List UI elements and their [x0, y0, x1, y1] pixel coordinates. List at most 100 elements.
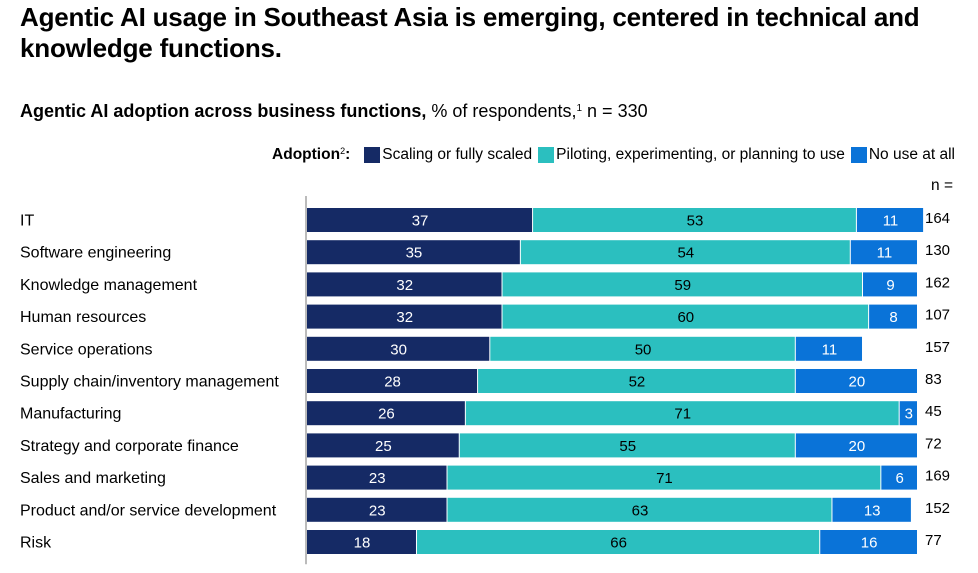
category-label: Manufacturing — [20, 406, 121, 423]
legend-item-piloting: Piloting, experimenting, or planning to … — [538, 146, 845, 164]
bar-row: Software engineering 35 54 11 130 — [20, 240, 950, 265]
legend: Adoption2: Scaling or fully scaled Pilot… — [272, 146, 955, 164]
bar-segment — [795, 336, 863, 361]
n-column-header: n = — [931, 177, 953, 194]
bar-row: Supply chain/inventory management 28 52 20 8… — [20, 369, 942, 393]
subtitle-sample-size: n = 330 — [582, 101, 648, 121]
bar-segment — [307, 369, 478, 393]
n-value-label: 107 — [925, 307, 950, 324]
n-value-label: 45 — [925, 403, 942, 420]
data-label: 13 — [864, 502, 881, 519]
bar-row: Strategy and corporate finance 25 55 20 72 — [20, 433, 942, 458]
subtitle-footnote: 1 — [576, 103, 583, 114]
data-label: 66 — [610, 535, 627, 552]
data-label: 25 — [375, 438, 392, 455]
bar-segment — [881, 465, 917, 490]
bar-row: Knowledge management 32 59 9 162 — [20, 272, 950, 297]
subtitle-unit: % of respondents, — [426, 101, 577, 121]
bar-row: Risk 18 66 16 77 — [20, 530, 942, 554]
legend-colon: : — [345, 146, 351, 163]
data-label: 71 — [656, 470, 673, 487]
n-value-label: 77 — [925, 532, 942, 549]
legend-footnote: 2 — [340, 146, 346, 156]
bar-segment — [307, 401, 465, 426]
bar-segment — [820, 530, 917, 554]
n-value-label: 162 — [925, 274, 950, 291]
bar-segment — [307, 530, 416, 554]
data-label: 37 — [412, 213, 429, 230]
bar-segment — [307, 272, 502, 297]
bar-segment — [307, 465, 447, 490]
data-label: 23 — [369, 470, 386, 487]
data-label: 8 — [889, 309, 897, 326]
data-label: 54 — [677, 245, 694, 262]
bar-segment — [307, 336, 490, 361]
bar-segment — [459, 433, 795, 458]
legend-text-no-use: No use at all — [868, 146, 955, 163]
data-label: 63 — [632, 502, 649, 519]
n-value-label: 152 — [925, 500, 950, 517]
bar-segment — [832, 497, 911, 522]
bar-row: IT 37 53 11 164 — [20, 208, 950, 232]
legend-item-no-use: No use at all — [850, 146, 955, 164]
category-label: Human resources — [20, 309, 146, 326]
legend-item-scaling: Scaling or fully scaled — [364, 146, 532, 164]
bar-segment — [478, 369, 795, 393]
category-label: Service operations — [20, 341, 153, 358]
data-label: 50 — [635, 341, 652, 358]
category-label: Supply chain/inventory management — [20, 374, 279, 391]
bar-segment — [490, 336, 795, 361]
data-label: 16 — [861, 535, 878, 552]
data-label: 59 — [674, 277, 691, 294]
bar-segment — [307, 240, 520, 265]
category-label: Risk — [20, 535, 52, 552]
legend-text-piloting: Piloting, experimenting, or planning to … — [556, 146, 845, 163]
bar-row: Human resources 32 60 8 107 — [20, 304, 950, 329]
bar-segment — [856, 208, 924, 232]
data-label: 30 — [390, 341, 407, 358]
bar-segment — [307, 208, 533, 232]
data-label: 26 — [378, 406, 395, 423]
bar-segment — [533, 208, 856, 232]
n-value-label: 83 — [925, 371, 942, 388]
legend-title-text: Adoption — [272, 146, 341, 163]
bar-row: Manufacturing 26 71 3 45 — [20, 401, 942, 426]
data-label: 3 — [905, 406, 913, 423]
data-label: 11 — [883, 213, 899, 230]
bar-segment — [416, 530, 820, 554]
bar-segment — [465, 401, 899, 426]
data-label: 18 — [354, 535, 371, 552]
bar-row: Sales and marketing 23 71 6 169 — [20, 465, 950, 490]
legend-swatch-scaling — [364, 147, 381, 163]
n-value-label: 164 — [925, 210, 950, 227]
data-label: 6 — [895, 470, 903, 487]
data-label: 71 — [674, 406, 691, 423]
data-label: 55 — [619, 438, 636, 455]
data-label: 9 — [886, 277, 894, 294]
data-label: 11 — [822, 341, 838, 358]
data-label: 20 — [849, 374, 866, 391]
bar-segment — [502, 304, 869, 329]
bar-row: Service operations 30 50 11 157 — [20, 336, 950, 361]
data-label: 32 — [396, 277, 413, 294]
bar-segment — [502, 272, 863, 297]
bar-row: Product and/or service development 23 63 13… — [20, 497, 950, 522]
bar-segment — [307, 304, 502, 329]
category-label: Sales and marketing — [20, 470, 166, 487]
category-label: Strategy and corporate finance — [20, 438, 239, 455]
chart-title: Agentic AI usage in Southeast Asia is em… — [20, 2, 920, 63]
data-label: 60 — [677, 309, 694, 326]
legend-swatch-no-use — [850, 147, 867, 163]
n-value-label: 169 — [925, 468, 950, 485]
bar-segment — [447, 465, 881, 490]
data-label: 11 — [877, 245, 893, 262]
data-label: 32 — [396, 309, 413, 326]
data-label: 52 — [629, 374, 646, 391]
category-label: Knowledge management — [20, 277, 198, 294]
bar-segment — [520, 240, 850, 265]
bar-segment — [899, 401, 917, 426]
data-label: 53 — [687, 213, 704, 230]
category-label: Product and/or service development — [20, 502, 277, 519]
data-label: 28 — [384, 374, 401, 391]
